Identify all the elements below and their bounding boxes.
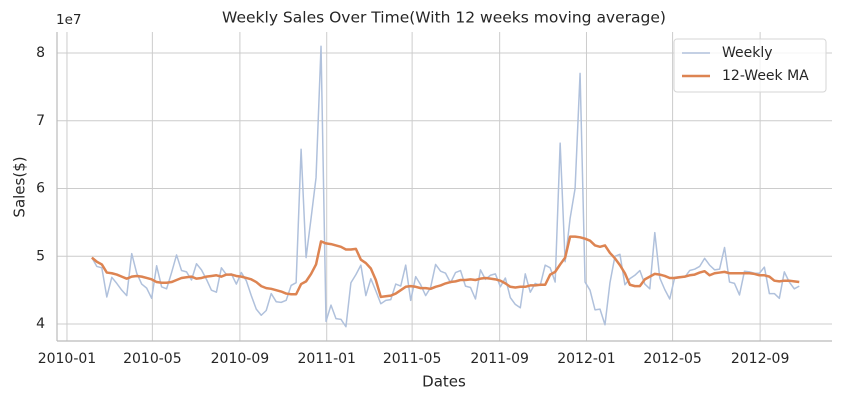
y-offset-label: 1e7: [56, 12, 81, 28]
x-axis-label: Dates: [422, 373, 466, 391]
x-tick-label: 2011-09: [470, 351, 529, 367]
x-tick-label: 2010-09: [211, 351, 270, 367]
x-tick-label: 2012-05: [643, 351, 702, 367]
y-tick-label: 7: [36, 113, 45, 129]
x-tick-label: 2011-01: [297, 351, 356, 367]
legend-label: Weekly: [722, 45, 773, 61]
x-tick-label: 2011-05: [383, 351, 442, 367]
chart-title: Weekly Sales Over Time(With 12 weeks mov…: [222, 9, 666, 27]
x-tick-label: 2010-05: [123, 351, 182, 367]
x-tick-label: 2012-09: [731, 351, 790, 367]
y-tick-label: 4: [36, 316, 45, 332]
legend-box: [673, 38, 827, 93]
y-axis-label: Sales($): [11, 156, 29, 217]
x-tick-label: 2012-01: [557, 351, 616, 367]
y-tick-label: 6: [36, 181, 45, 197]
series-line: [91, 235, 800, 299]
x-tick-label: 2010-01: [38, 351, 97, 367]
legend-label: 12-Week MA: [722, 68, 809, 84]
y-tick-label: 5: [36, 248, 45, 264]
y-tick-label: 8: [36, 45, 45, 61]
